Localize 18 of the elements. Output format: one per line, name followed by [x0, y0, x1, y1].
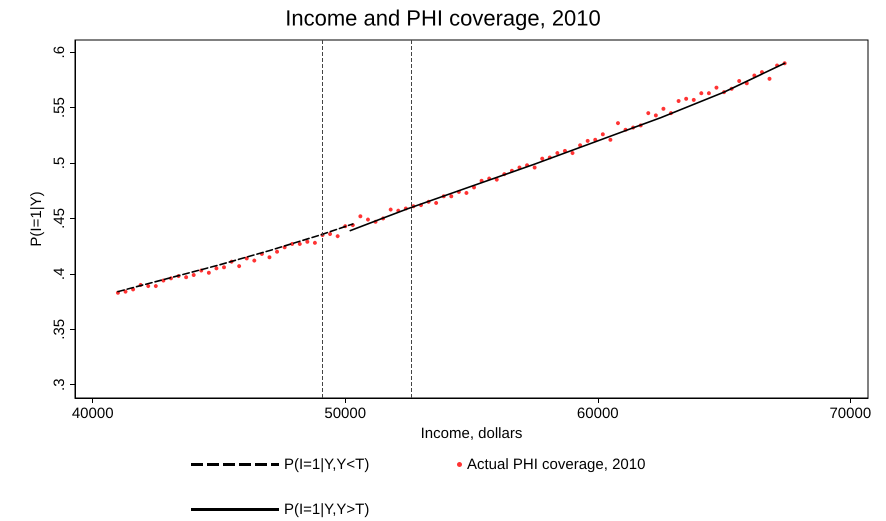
x-tick-label: 50000 — [324, 405, 366, 422]
legend-label: P(I=1|Y,Y<T) — [284, 456, 370, 473]
y-tick-label: .5 — [51, 156, 68, 170]
y-axis-title: P(I=1|Y) — [28, 191, 46, 247]
y-tick-label: .45 — [51, 208, 68, 229]
line-series — [349, 62, 786, 232]
chart-title: Income and PHI coverage, 2010 — [285, 6, 601, 30]
x-axis-title: Income, dollars — [420, 424, 522, 442]
x-tick-label: 70000 — [829, 405, 872, 422]
x-tick-label: 40000 — [72, 405, 114, 422]
y-tick-label: .3 — [51, 378, 68, 391]
legend-label: P(I=1|Y,Y>T) — [284, 501, 370, 518]
legend-label: Actual PHI coverage, 2010 — [467, 456, 646, 473]
y-tick-label: .55 — [51, 97, 68, 118]
x-tick-label: 60000 — [576, 405, 619, 422]
y-tick-label: .4 — [51, 268, 68, 280]
y-tick-label: .6 — [51, 46, 68, 58]
y-tick-label: .35 — [51, 318, 68, 340]
